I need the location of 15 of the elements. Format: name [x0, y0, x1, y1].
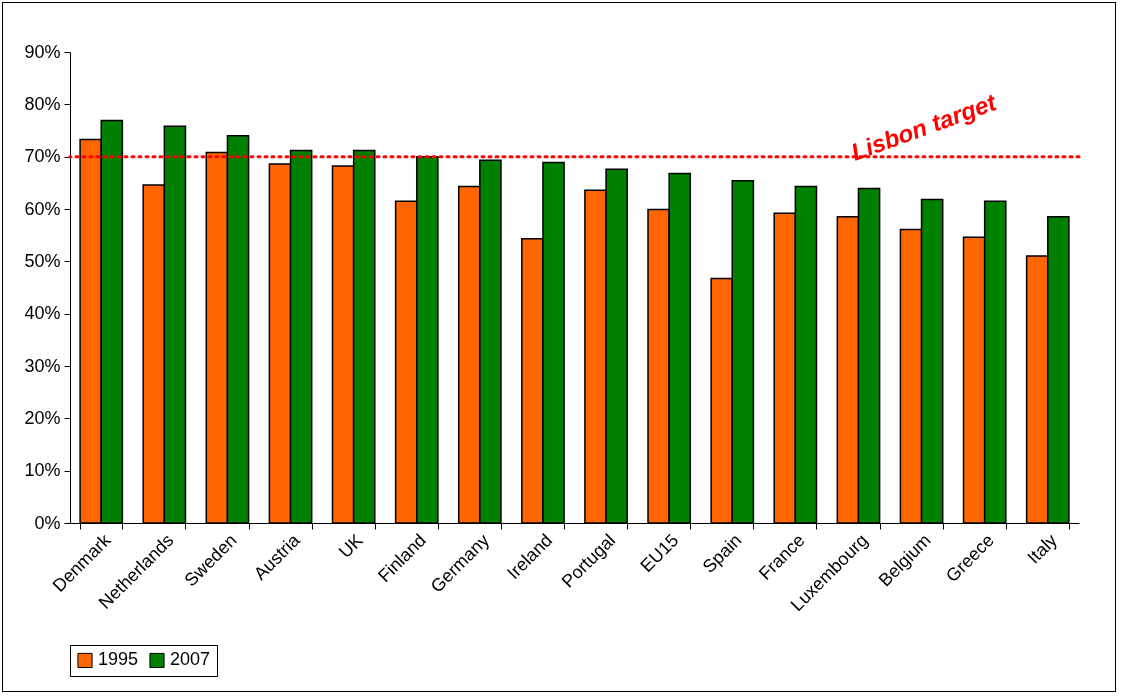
- y-tick-label: 70%: [24, 146, 61, 167]
- y-tick-label: 90%: [24, 41, 61, 62]
- ref-line-label: Lisbon target: [847, 88, 1001, 166]
- x-tick-label: Italy: [1023, 530, 1061, 568]
- y-tick-label: 50%: [24, 250, 61, 271]
- y-tick-label: 40%: [24, 303, 61, 324]
- y-tick-label: 20%: [24, 407, 61, 428]
- x-tick-label: UK: [335, 530, 367, 562]
- y-tick-label: 60%: [24, 198, 61, 219]
- y-tick-label: 10%: [24, 460, 61, 481]
- y-tick-label: 80%: [24, 93, 61, 114]
- y-tick-label: 0%: [34, 512, 61, 533]
- legend-label: 1995: [98, 649, 139, 670]
- legend-label: 2007: [170, 649, 211, 670]
- y-tick-label: 30%: [24, 355, 61, 376]
